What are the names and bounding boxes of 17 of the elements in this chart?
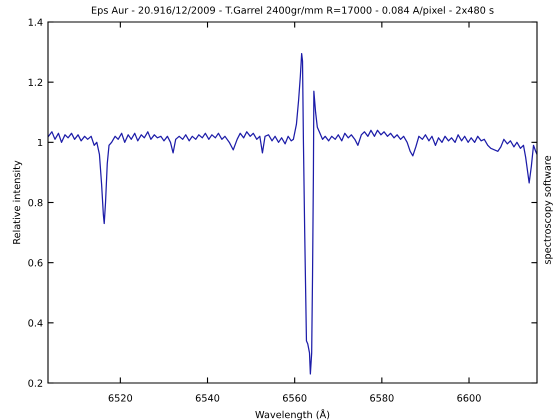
x-tick-label: 6540 xyxy=(196,394,220,402)
chart-title: Eps Aur - 20.916/12/2009 - T.Garrel 2400gr/mm R=17000 - 0.084 A/pixel - 2x480 s xyxy=(92,6,494,16)
x-tick-label: 6600 xyxy=(457,394,481,402)
y-tick-label: 1.4 xyxy=(28,18,43,26)
x-tick-label: 6520 xyxy=(108,394,132,402)
y-tick-label: 1 xyxy=(38,138,42,146)
y-tick-label: 1.2 xyxy=(28,78,42,86)
y-tick-label: 0.2 xyxy=(28,379,42,387)
x-tick-label: 6560 xyxy=(282,394,306,402)
line-series xyxy=(48,52,537,375)
y-tick-label: 0.6 xyxy=(28,259,43,266)
y-axis-title: Relative intensity xyxy=(12,160,22,244)
x-axis-title: Wavelength (Å) xyxy=(255,409,330,420)
x-tick-label: 6580 xyxy=(370,394,394,402)
y-tick-label: 0.8 xyxy=(28,198,42,206)
text: spectroscopy software xyxy=(543,156,553,264)
y-tick-label: 0.4 xyxy=(28,319,43,327)
